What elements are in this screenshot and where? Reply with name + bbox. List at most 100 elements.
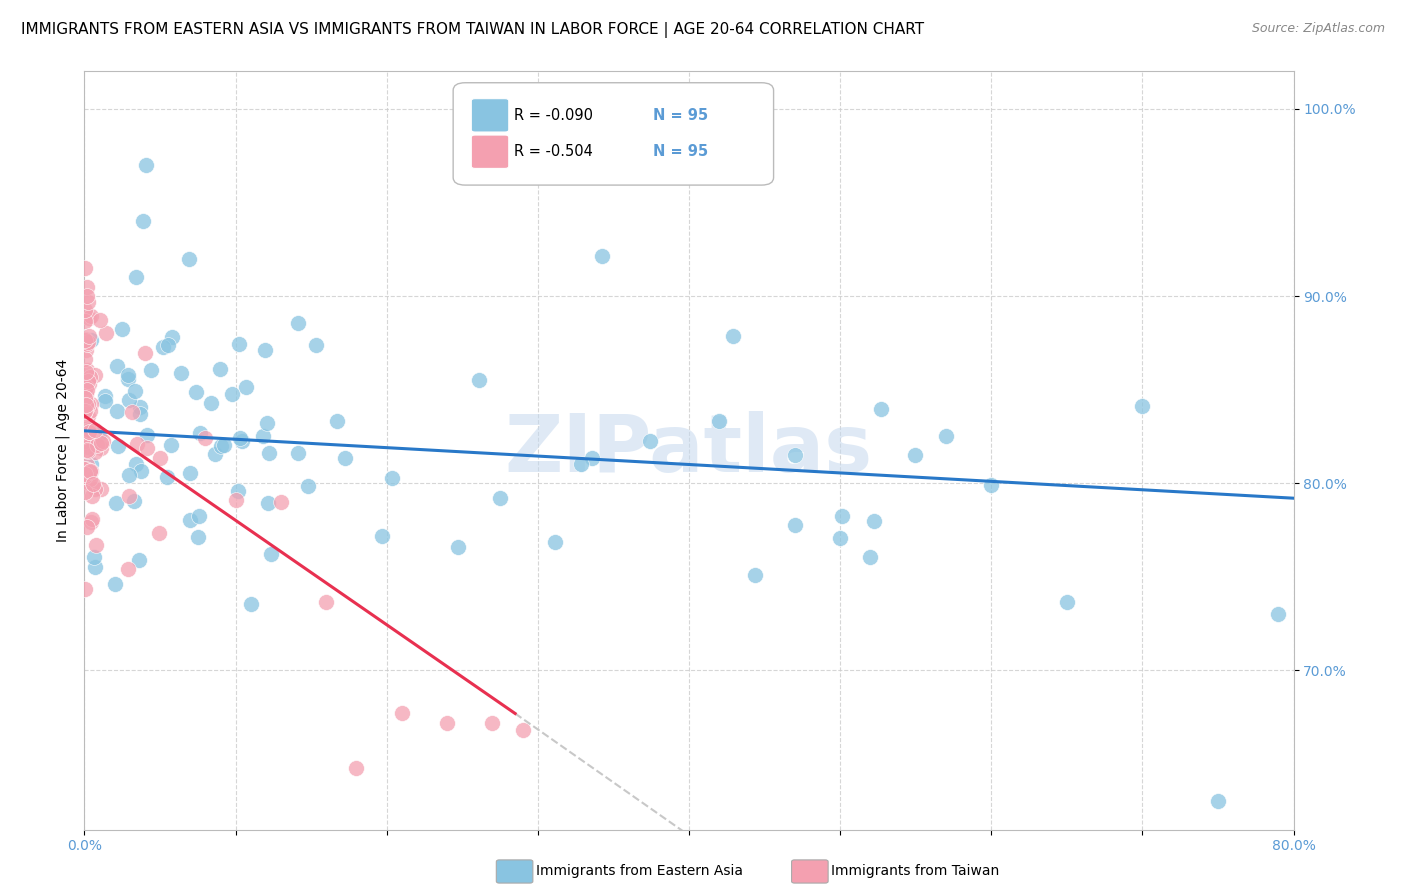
Point bbox=[184, 384, 207, 399]
Point bbox=[315, 595, 337, 609]
Point bbox=[73, 582, 96, 597]
Point bbox=[260, 547, 283, 561]
Point bbox=[254, 343, 277, 357]
Point bbox=[188, 425, 211, 440]
Point bbox=[270, 494, 292, 508]
Text: N = 95: N = 95 bbox=[652, 108, 707, 123]
Point bbox=[111, 322, 134, 336]
Point bbox=[1267, 607, 1289, 622]
Point bbox=[80, 512, 103, 526]
Point bbox=[105, 496, 128, 510]
Point bbox=[177, 252, 200, 266]
Text: R = -0.090: R = -0.090 bbox=[513, 108, 592, 123]
Point bbox=[862, 514, 884, 528]
Point bbox=[73, 469, 96, 483]
Point bbox=[84, 538, 107, 552]
Point bbox=[326, 414, 349, 428]
Point bbox=[90, 482, 112, 496]
Point bbox=[73, 467, 96, 481]
Point bbox=[76, 427, 98, 442]
Point bbox=[129, 464, 152, 478]
Point bbox=[935, 429, 957, 443]
Point bbox=[76, 337, 98, 351]
Point bbox=[226, 483, 249, 498]
Point bbox=[436, 715, 458, 730]
Point bbox=[1056, 595, 1078, 609]
Point bbox=[73, 461, 96, 475]
Point bbox=[73, 303, 96, 318]
Point bbox=[370, 529, 392, 543]
Point bbox=[73, 314, 96, 328]
Point bbox=[76, 289, 98, 303]
Point bbox=[118, 489, 141, 503]
Point bbox=[89, 313, 111, 327]
Point bbox=[489, 491, 512, 505]
Point bbox=[77, 397, 100, 411]
Point bbox=[94, 326, 117, 340]
Point bbox=[76, 363, 98, 377]
Point bbox=[512, 723, 534, 738]
Point bbox=[94, 389, 117, 403]
Point bbox=[869, 401, 891, 416]
Point bbox=[77, 295, 100, 310]
Point bbox=[257, 446, 280, 460]
Point bbox=[75, 380, 97, 394]
Point bbox=[79, 404, 101, 418]
Point bbox=[228, 336, 250, 351]
Point bbox=[107, 439, 129, 453]
Point bbox=[297, 479, 319, 493]
Point bbox=[76, 279, 98, 293]
FancyBboxPatch shape bbox=[471, 135, 509, 169]
Point bbox=[859, 550, 882, 565]
Point bbox=[75, 343, 97, 357]
Point bbox=[79, 370, 101, 384]
Point bbox=[79, 431, 101, 445]
Point bbox=[1130, 400, 1153, 414]
Point bbox=[79, 515, 101, 529]
FancyBboxPatch shape bbox=[471, 99, 509, 132]
Point bbox=[75, 387, 97, 401]
Point bbox=[194, 431, 217, 445]
Text: Immigrants from Eastern Asia: Immigrants from Eastern Asia bbox=[536, 864, 742, 879]
Point bbox=[79, 465, 101, 479]
Point bbox=[83, 559, 105, 574]
Text: ZIPatlas: ZIPatlas bbox=[505, 411, 873, 490]
Point bbox=[160, 329, 183, 343]
Point bbox=[75, 333, 97, 347]
FancyBboxPatch shape bbox=[453, 83, 773, 186]
Point bbox=[76, 458, 98, 472]
Point bbox=[904, 448, 927, 462]
Point bbox=[117, 372, 139, 386]
Point bbox=[82, 477, 104, 491]
Point bbox=[77, 376, 100, 391]
Point bbox=[76, 444, 98, 458]
Point bbox=[721, 329, 744, 343]
Point bbox=[569, 457, 592, 471]
Point bbox=[134, 346, 156, 360]
Point bbox=[148, 526, 170, 541]
Point bbox=[77, 311, 100, 326]
Point bbox=[79, 472, 101, 486]
Point bbox=[75, 260, 97, 275]
Point bbox=[118, 468, 141, 483]
Point bbox=[446, 540, 468, 554]
Point bbox=[86, 437, 108, 451]
Point bbox=[980, 478, 1002, 492]
Point bbox=[581, 451, 603, 466]
Point bbox=[75, 397, 97, 411]
Point bbox=[160, 438, 183, 452]
Point bbox=[129, 400, 152, 414]
Point bbox=[544, 535, 567, 549]
Point bbox=[83, 445, 105, 459]
Text: Source: ZipAtlas.com: Source: ZipAtlas.com bbox=[1251, 22, 1385, 36]
Point bbox=[200, 396, 222, 410]
Point bbox=[149, 450, 172, 465]
Point bbox=[76, 383, 98, 397]
Point bbox=[481, 715, 503, 730]
Point bbox=[638, 434, 661, 448]
Point bbox=[179, 466, 201, 480]
Point bbox=[157, 337, 180, 351]
Point bbox=[77, 424, 100, 438]
Point bbox=[252, 429, 274, 443]
Point bbox=[76, 441, 98, 455]
